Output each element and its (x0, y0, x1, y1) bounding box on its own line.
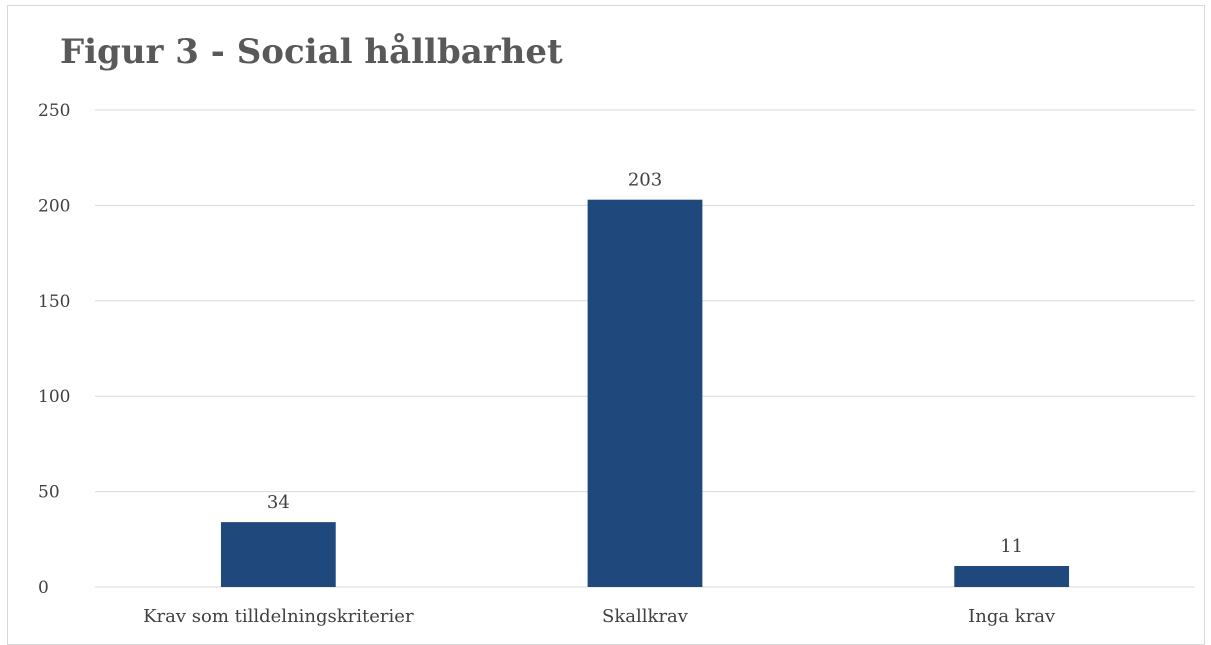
bar (954, 566, 1070, 587)
y-tick-label: 0 (38, 578, 49, 598)
y-axis-ticks: 0 50 100 150 200 250 (38, 101, 70, 598)
data-label: 11 (1000, 536, 1023, 557)
y-tick-label: 100 (38, 387, 70, 407)
y-tick-label: 150 (38, 292, 70, 312)
bar (220, 522, 336, 587)
category-label: Skallkrav (602, 606, 689, 627)
x-axis-categories: Krav som tilldelningskriterier Skallkrav I… (143, 606, 1056, 627)
chart-title: Figur 3 - Social hållbarhet (60, 32, 563, 72)
y-tick-label: 200 (38, 196, 70, 216)
y-tick-label: 250 (38, 101, 70, 121)
bars (220, 199, 1070, 587)
bar (587, 199, 703, 587)
data-label: 203 (628, 170, 662, 191)
category-label: Inga krav (968, 606, 1056, 627)
category-label: Krav som tilldelningskriterier (143, 606, 414, 627)
y-tick-label: 50 (38, 483, 60, 503)
data-labels: 34 203 11 (267, 170, 1023, 557)
data-label: 34 (267, 492, 290, 513)
